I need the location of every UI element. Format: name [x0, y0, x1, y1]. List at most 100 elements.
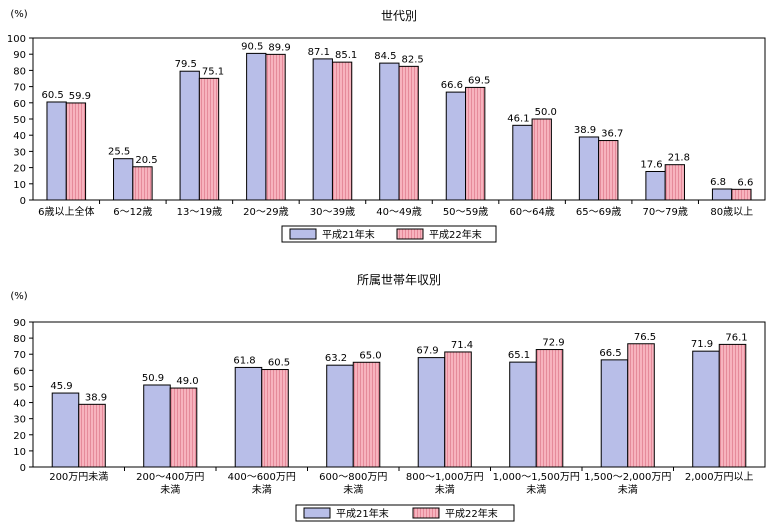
chart-title: 世代別: [381, 9, 417, 23]
bar-series-2: [265, 53, 286, 201]
data-label: 65.0: [359, 350, 381, 361]
data-label: 50.0: [535, 107, 557, 118]
x-tick-label: 600～800万円: [319, 472, 387, 483]
legend: 平成21年末 平成22年末: [281, 225, 497, 243]
bar-series-1: [143, 384, 171, 468]
bar-series-1: [692, 350, 720, 468]
bar-series-1: [113, 158, 134, 201]
legend-label: 平成21年末: [322, 228, 375, 241]
y-tick-label: 100: [7, 34, 26, 45]
data-label: 61.8: [233, 355, 255, 366]
y-tick-label: 30: [13, 415, 26, 426]
data-label: 89.9: [268, 42, 290, 53]
bar-series-2: [598, 140, 619, 201]
x-tick-label: 400～600万円: [228, 472, 296, 483]
bar-series-2: [398, 65, 419, 201]
bar-series-2: [78, 403, 106, 468]
x-tick-label: 30～39歳: [310, 206, 355, 218]
bar-series-2: [198, 77, 220, 201]
chart-title: 所属世帯年収別: [357, 273, 441, 287]
x-tick-label: 未満: [618, 484, 638, 496]
data-label: 87.1: [308, 47, 330, 58]
data-label: 71.4: [451, 340, 473, 351]
data-label: 84.5: [374, 51, 396, 62]
bar-series-1: [51, 392, 80, 468]
data-label: 63.2: [325, 353, 347, 364]
y-tick-label: 30: [13, 147, 26, 158]
data-label: 59.9: [69, 91, 91, 102]
y-tick-label: 80: [13, 334, 26, 345]
bar-series-1: [645, 170, 666, 201]
x-tick-label: 60～64歳: [509, 206, 554, 218]
data-label: 17.6: [640, 159, 662, 170]
data-label: 79.5: [175, 59, 197, 70]
data-label: 6.8: [710, 177, 726, 188]
bar-series-1: [179, 70, 200, 201]
bar-series-1: [578, 136, 600, 201]
bar-series-1: [312, 58, 333, 201]
data-label: 65.1: [508, 350, 530, 361]
data-label: 76.1: [725, 332, 747, 343]
y-tick-label: 20: [13, 431, 26, 442]
bar-series-2: [169, 387, 198, 468]
bar-series-1: [711, 188, 733, 201]
bar-series-1: [509, 361, 537, 468]
x-tick-label: 65～69歳: [576, 206, 621, 218]
data-label: 72.9: [542, 338, 564, 349]
data-label: 6.6: [737, 177, 753, 188]
x-tick-label: 20～29歳: [243, 206, 288, 218]
bar-series-2: [352, 361, 381, 468]
data-label: 76.5: [634, 332, 656, 343]
y-tick-label: 0: [20, 196, 26, 207]
x-tick-label: 13～19歳: [177, 206, 222, 218]
legend-label: 平成22年末: [429, 228, 482, 241]
y-tick-label: 90: [13, 50, 26, 61]
data-label: 45.9: [50, 381, 72, 392]
y-tick-label: 40: [13, 131, 26, 142]
chart-income: 所属世帯年収別 (%) 0 10 20 30 40 50 60 70 80 90 45.9 38.9 200…: [10, 273, 766, 522]
data-label: 46.1: [507, 113, 529, 124]
x-tick-label: 未満: [343, 484, 363, 496]
x-tick-label: 800～1,000万円: [406, 472, 484, 483]
data-label: 20.5: [135, 155, 157, 166]
y-tick-label: 80: [13, 66, 26, 77]
data-label: 36.7: [601, 129, 623, 140]
y-tick-label: 70: [13, 350, 26, 361]
data-label: 90.5: [241, 41, 263, 52]
bar-series-2: [132, 166, 153, 201]
y-axis-unit-label: (%): [10, 291, 27, 302]
bar-series-2: [465, 86, 486, 201]
bar-series-2: [535, 349, 564, 468]
bar-series-1: [246, 52, 267, 201]
legend-swatch: [412, 507, 440, 519]
x-tick-label: 80歳以上: [710, 206, 753, 218]
data-label: 21.8: [668, 153, 690, 164]
y-tick-label: 50: [13, 115, 26, 126]
bar-series-1: [445, 91, 467, 201]
legend-swatch: [303, 507, 331, 519]
bar-series-2: [444, 351, 472, 468]
x-tick-label: 2,000万円以上: [685, 471, 754, 483]
x-tick-label: 1,000～1,500万円: [493, 472, 580, 483]
y-tick-label: 40: [13, 399, 26, 410]
bar-series-1: [512, 124, 533, 201]
chart-age: 世代別 (%) 0 10 20 30 40 50 60 70 80 90 100 60.5 59.9 6歳以上…: [7, 9, 766, 243]
data-label: 69.5: [468, 75, 490, 86]
data-label: 85.1: [335, 50, 357, 61]
x-tick-label: 6～12歳: [113, 206, 152, 218]
bar-series-1: [417, 357, 446, 468]
x-tick-label: 50～59歳: [443, 206, 488, 218]
y-tick-label: 0: [20, 463, 26, 474]
data-label: 60.5: [268, 358, 290, 369]
bar-series-1: [46, 101, 67, 201]
bar-series-2: [718, 343, 747, 468]
bar-series-2: [65, 102, 87, 201]
data-label: 38.9: [574, 125, 596, 136]
legend-label: 平成21年末: [336, 507, 389, 520]
x-tick-label: 70～79歳: [642, 206, 687, 218]
bar-series-1: [234, 366, 263, 468]
bar-series-2: [731, 188, 752, 201]
y-tick-label: 50: [13, 382, 26, 393]
data-label: 38.9: [85, 392, 107, 403]
x-tick-label: 200万円未満: [49, 471, 108, 483]
